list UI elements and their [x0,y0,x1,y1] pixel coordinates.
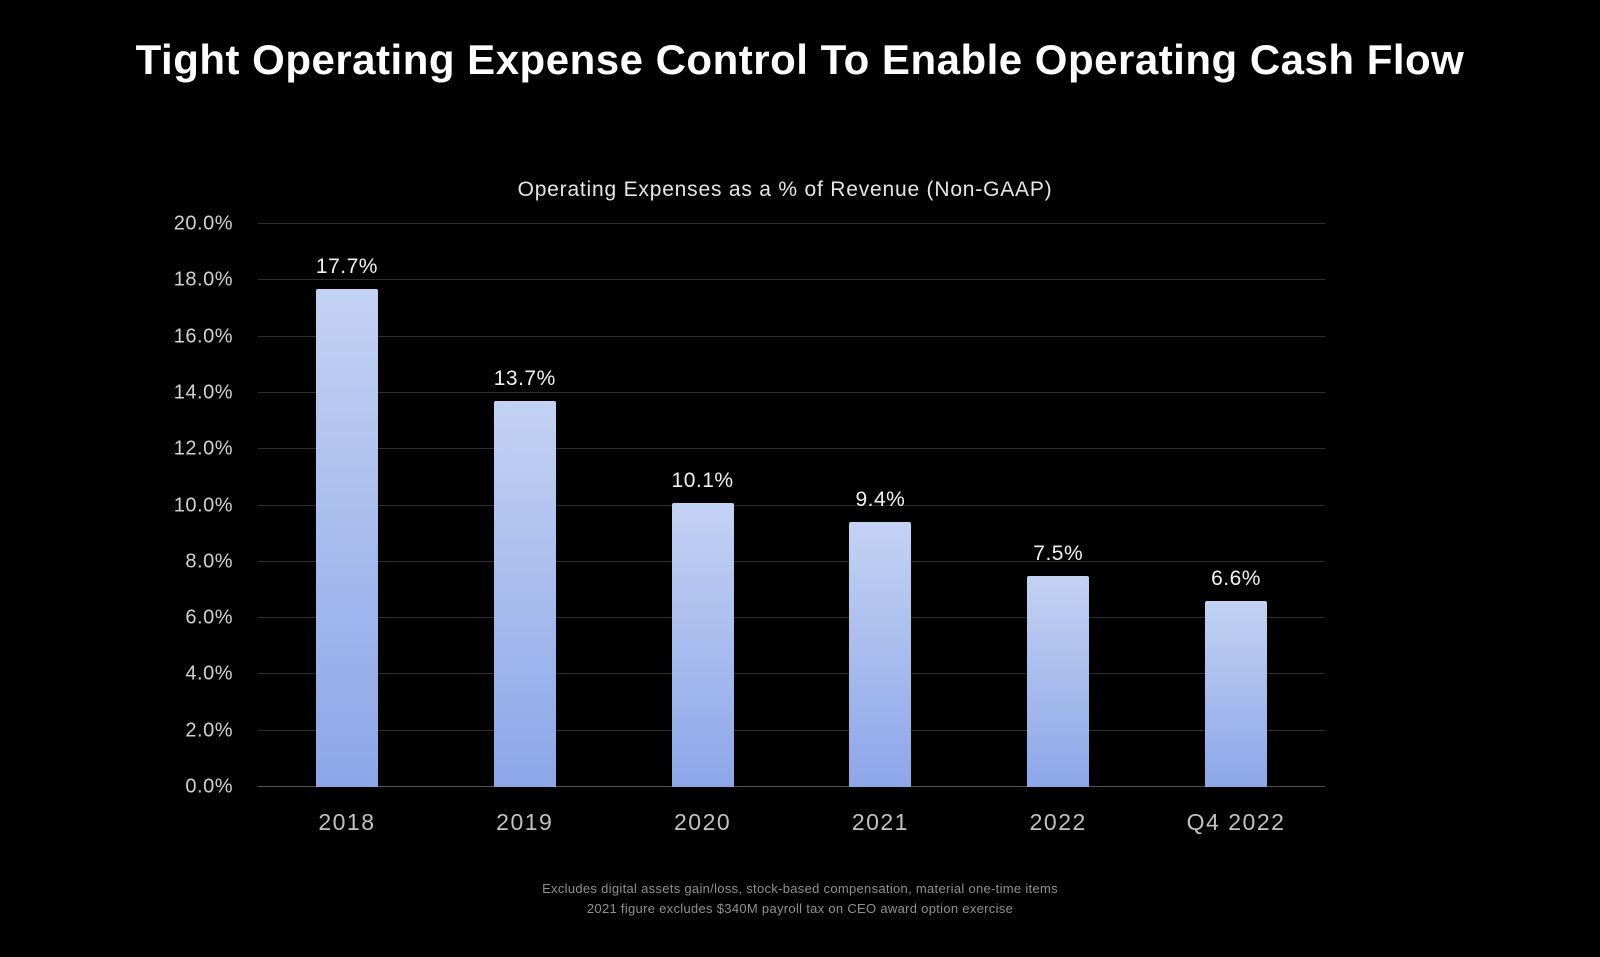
y-tick-label: 14.0% [173,381,233,404]
y-tick-label: 2.0% [185,719,233,742]
bar-value-label: 6.6% [1211,567,1261,591]
footnote-line-1: Excludes digital assets gain/loss, stock… [542,880,1058,896]
plot-area: 17.7% 2018 13.7% 2019 10.1% 2020 9.4% 2021 7.5% 2… [258,223,1325,835]
chart-title: Operating Expenses as a % of Revenue (No… [517,178,1053,201]
y-tick-label: 4.0% [185,662,233,685]
x-tick-label: 2022 [1029,809,1087,835]
bar-group: 6.6% Q4 2022 [1147,224,1325,835]
bar-group: 7.5% 2022 [969,224,1147,835]
gridline [258,673,1325,675]
gridline [258,504,1325,506]
y-tick-label: 6.0% [185,606,233,629]
bar [671,502,734,787]
y-tick-label: 10.0% [173,494,233,516]
bar [849,522,912,787]
y-tick-label: 0.0% [185,775,233,798]
bar-value-label: 7.5% [1033,541,1084,565]
x-tick-label: 2021 [851,809,909,835]
footnote-line-2: 2021 figure excludes $340M payroll tax o… [586,900,1014,916]
page-title: Tight Operating Expense Control To Enabl… [135,36,1465,83]
bar [493,401,556,787]
bar-value-label: 10.1% [671,468,734,492]
y-tick-label: 16.0% [173,325,233,348]
gridline [258,279,1325,281]
x-axis-baseline [258,786,1325,787]
y-tick-label: 20.0% [173,212,233,235]
x-tick-label: 2018 [318,809,376,835]
bar-value-label: 9.4% [855,488,906,512]
gridline [258,560,1325,562]
y-axis: 0.0% 2.0% 4.0% 6.0% 8.0% 10.0% 12.0% 14.0% 16.0%… [150,213,233,798]
y-tick-label: 12.0% [173,437,233,460]
x-tick-label: 2019 [496,809,554,835]
gridline [258,223,1325,224]
gridline [258,448,1325,450]
gridline [258,391,1325,393]
gridlines [258,223,1325,787]
bar-value-label: 17.7% [315,254,378,278]
bar-series: 17.7% 2018 13.7% 2019 10.1% 2020 9.4% 2021 7.5% 2… [258,224,1325,835]
gridline [258,335,1325,337]
gridline [258,617,1325,619]
bar-group: 13.7% 2019 [436,224,614,835]
x-tick-label: 2020 [673,809,732,835]
bar [1027,575,1090,787]
x-tick-label: Q4 2022 [1186,809,1286,835]
bar [315,288,378,787]
gridline [258,729,1325,731]
bar-group: 9.4% 2021 [791,224,969,835]
footnotes: Excludes digital assets gain/loss, stock… [0,879,1600,919]
opex-bar-chart: Operating Expenses as a % of Revenue (No… [150,178,1325,835]
y-tick-label: 18.0% [173,268,233,291]
bar-group: 10.1% 2020 [614,224,792,835]
bar [1205,601,1268,787]
bar-value-label: 13.7% [493,367,556,391]
bar-group: 17.7% 2018 [258,224,436,835]
y-tick-label: 8.0% [185,550,233,573]
chart-body: 0.0% 2.0% 4.0% 6.0% 8.0% 10.0% 12.0% 14.0% 16.0%… [150,213,1325,835]
